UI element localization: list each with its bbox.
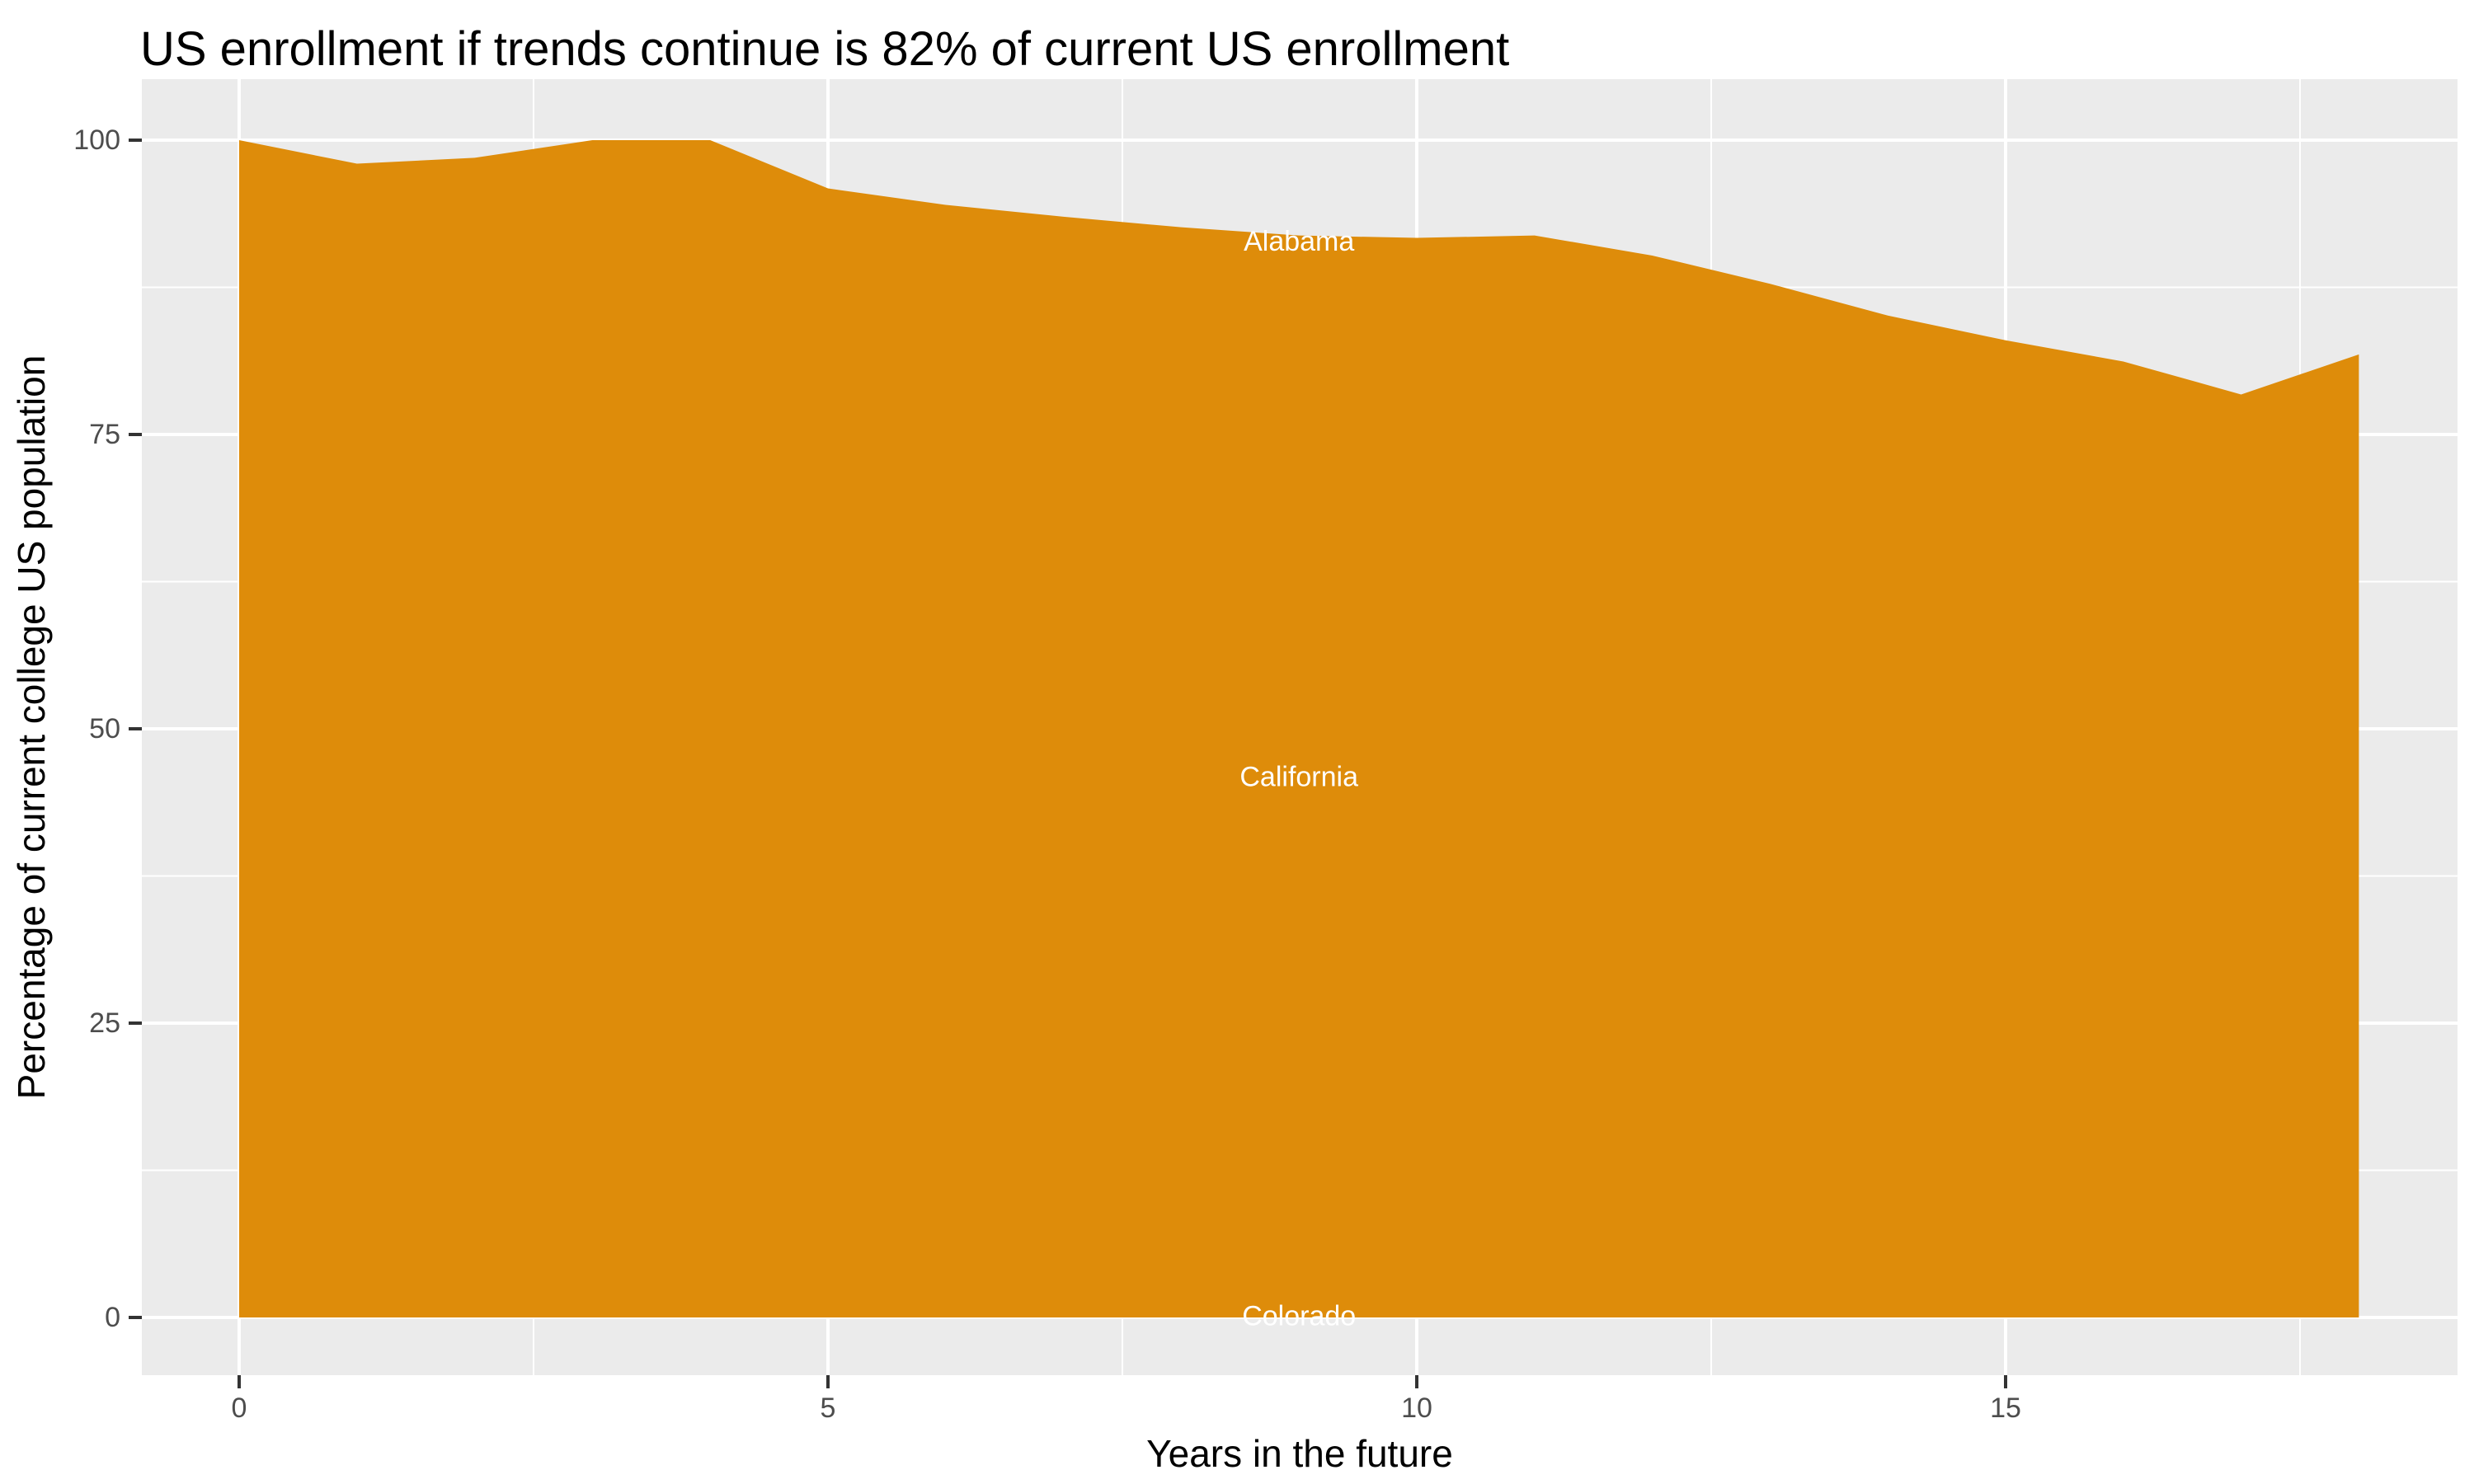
x-tick-label: 5 [820,1392,836,1424]
y-tick-label: 75 [89,419,120,450]
y-tick-mark [129,139,142,142]
x-tick-mark [1415,1375,1418,1388]
y-tick-mark [129,433,142,436]
x-tick-mark [2004,1375,2007,1388]
y-tick-mark [129,727,142,730]
x-tick-label: 10 [1401,1392,1432,1424]
state-label-alabama: Alabama [1244,226,1354,257]
y-tick-mark [129,1021,142,1025]
y-tick-label: 0 [105,1302,120,1333]
y-tick-label: 50 [89,713,120,744]
chart-title: US enrollment if trends continue is 82% … [140,22,1510,76]
x-axis-title: Years in the future [1146,1432,1453,1475]
plot-panel: Alabama California Colorado [142,79,2458,1375]
y-axis-title: Percentage of current college US populat… [10,355,53,1100]
y-tick-label: 100 [73,124,120,156]
x-tick-mark [238,1375,241,1388]
y-tick-label: 25 [89,1007,120,1039]
state-label-california: California [1239,762,1358,793]
x-tick-label: 0 [231,1392,247,1424]
x-tick-mark [826,1375,830,1388]
y-tick-mark [129,1316,142,1319]
area-plot-svg: Alabama California Colorado [142,79,2458,1375]
state-label-colorado: Colorado [1242,1301,1356,1332]
enrollment-area [239,140,2359,1317]
x-tick-label: 15 [1990,1392,2021,1424]
